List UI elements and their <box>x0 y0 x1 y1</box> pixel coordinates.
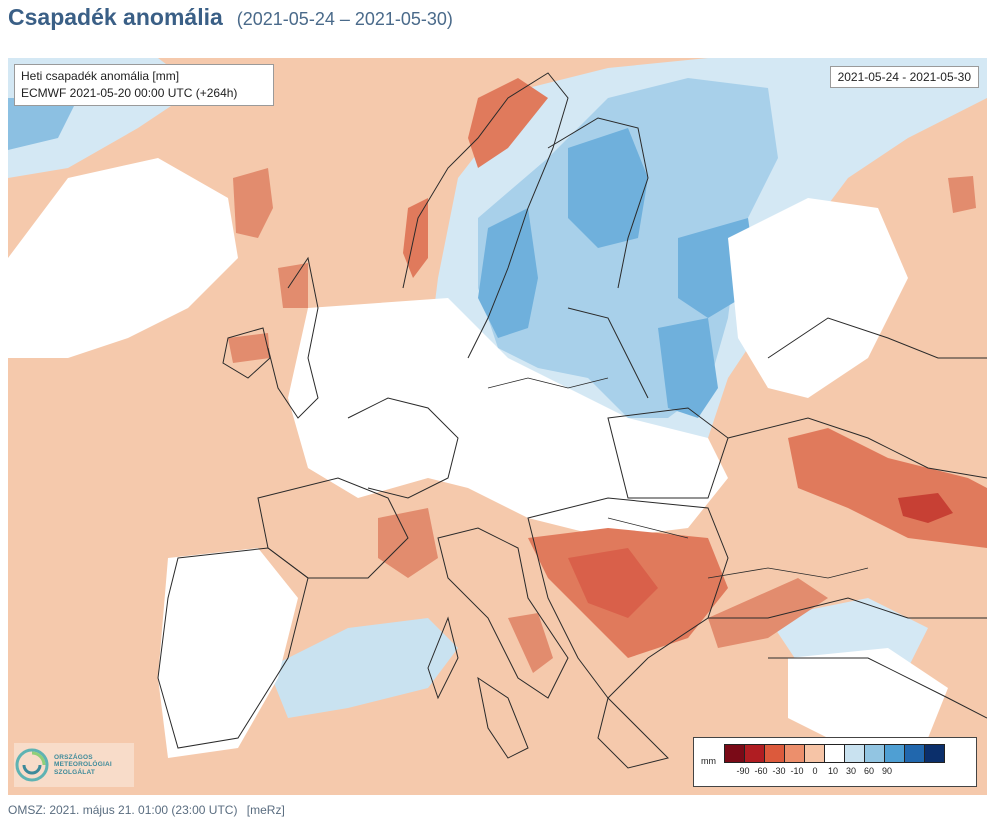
legend-tick-label: -90 <box>736 766 750 776</box>
legend-swatch <box>824 744 845 763</box>
map-info-box: Heti csapadék anomália [mm] ECMWF 2021-0… <box>14 64 274 106</box>
coastlines <box>487 377 869 579</box>
omsz-logo-icon <box>15 748 49 782</box>
footer: OMSZ: 2021. május 21. 01:00 (23:00 UTC) … <box>8 803 285 817</box>
legend-ticks: -90 -60 -30 -10 0 10 30 60 90 <box>724 766 964 780</box>
legend-tick-label: 60 <box>863 766 875 776</box>
map-info-title: Heti csapadék anomália [mm] <box>21 69 180 83</box>
legend-tick-label: 10 <box>827 766 839 776</box>
dry-area-balkans-core <box>568 548 658 618</box>
legend-swatch <box>724 744 745 763</box>
legend-tick-label: -60 <box>754 766 768 776</box>
legend-tick-label: 90 <box>881 766 893 776</box>
neutral-area-north-atlantic <box>8 158 238 358</box>
wet-area-atlantic-nw-core <box>8 98 78 150</box>
legend-tick-label: -10 <box>790 766 804 776</box>
dry-area-russia-east <box>948 176 976 213</box>
map-info-model: ECMWF 2021-05-20 00:00 UTC (+264h) <box>21 86 238 100</box>
omsz-logo-line2: METEOROLÓGIAI <box>54 761 112 769</box>
neutral-area-turkey <box>788 648 948 748</box>
period-subtitle: (2021-05-24 – 2021-05-30) <box>236 9 453 29</box>
neutral-area-russia <box>728 198 908 398</box>
legend-tick-label: 30 <box>845 766 857 776</box>
neutral-area-central-europe <box>288 298 728 538</box>
legend-swatch <box>864 744 885 763</box>
color-legend: mm -90 -60 -30 -10 0 10 30 60 90 <box>693 737 977 787</box>
legend-tick-label: 0 <box>812 766 818 776</box>
legend-swatches <box>724 744 945 763</box>
legend-swatch <box>764 744 785 763</box>
footer-source: OMSZ: 2021. május 21. 01:00 (23:00 UTC) <box>8 803 238 817</box>
dry-area-north-scandinavia <box>468 78 548 168</box>
omsz-logo-text: ORSZÁGOS METEOROLÓGIAI SZOLGÁLAT <box>54 754 112 777</box>
page-title: Csapadék anomália <box>8 4 223 30</box>
omsz-logo: ORSZÁGOS METEOROLÓGIAI SZOLGÁLAT <box>14 743 134 787</box>
dry-area-black-sea-south <box>708 578 828 648</box>
legend-swatch <box>804 744 825 763</box>
legend-swatch <box>924 744 945 763</box>
dry-area-caucasus-core <box>898 493 953 523</box>
dry-area-italy-south <box>508 613 553 673</box>
footer-tag: [meRz] <box>246 803 285 817</box>
omsz-logo-line3: SZOLGÁLAT <box>54 768 96 776</box>
neutral-area-iberia <box>158 548 298 758</box>
legend-swatch <box>884 744 905 763</box>
wet-area-finland-core <box>568 128 648 248</box>
map-canvas <box>8 58 987 795</box>
header: Csapadék anomália (2021-05-24 – 2021-05-… <box>8 4 453 44</box>
anomaly-map[interactable]: Heti csapadék anomália [mm] ECMWF 2021-0… <box>8 58 987 795</box>
dry-area-scotland <box>278 263 308 308</box>
legend-swatch <box>904 744 925 763</box>
legend-tick-label: -30 <box>772 766 786 776</box>
omsz-logo-line1: ORSZÁGOS <box>54 753 93 761</box>
legend-unit: mm <box>701 756 716 766</box>
legend-swatch <box>744 744 765 763</box>
map-period-box: 2021-05-24 - 2021-05-30 <box>829 66 979 88</box>
country-borders <box>157 72 987 769</box>
dry-area-ireland <box>228 333 270 363</box>
wet-area-mediterranean <box>268 618 458 718</box>
dry-area-alps-west <box>378 508 438 578</box>
dry-area-atlantic-patch <box>233 168 273 238</box>
legend-swatch <box>784 744 805 763</box>
legend-swatch <box>844 744 865 763</box>
wet-area-belarus-core <box>658 318 718 418</box>
